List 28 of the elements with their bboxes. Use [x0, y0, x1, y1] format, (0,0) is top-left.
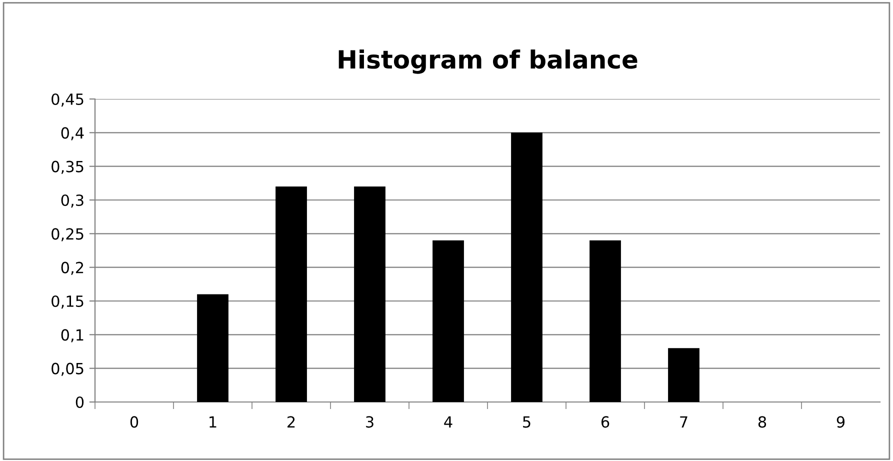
y-tick-label: 0,25 — [52, 228, 84, 242]
bar — [668, 348, 700, 402]
y-tick-label: 0,05 — [52, 362, 84, 376]
bar — [197, 294, 228, 402]
bar — [511, 132, 542, 402]
chart-title: Histogram of balance — [338, 49, 638, 74]
x-tick-label: 8 — [758, 416, 766, 428]
y-tick-label: 0,15 — [52, 295, 84, 309]
x-tick-label: 3 — [366, 416, 374, 428]
bar — [354, 186, 386, 402]
x-tick-label: 7 — [680, 416, 688, 428]
x-tick-label: 4 — [444, 416, 452, 428]
bar — [276, 186, 307, 402]
x-tick-label: 6 — [601, 416, 610, 428]
y-tick-label: 0 — [76, 396, 84, 408]
y-tick-label: 0,4 — [61, 127, 84, 140]
x-tick-label: 2 — [288, 416, 295, 428]
bar — [590, 240, 621, 402]
y-tick-label: 0,35 — [52, 160, 84, 174]
x-tick-label: 1 — [210, 416, 216, 428]
y-tick-label: 0,3 — [61, 194, 84, 208]
x-tick-label: 9 — [836, 416, 845, 428]
x-tick-label: 5 — [523, 416, 530, 428]
y-tick-label: 0,2 — [61, 262, 84, 275]
y-tick-label: 0,45 — [52, 93, 84, 107]
y-tick-label: 0,1 — [61, 329, 84, 342]
x-tick-label: 0 — [130, 416, 138, 428]
bar — [432, 240, 464, 402]
